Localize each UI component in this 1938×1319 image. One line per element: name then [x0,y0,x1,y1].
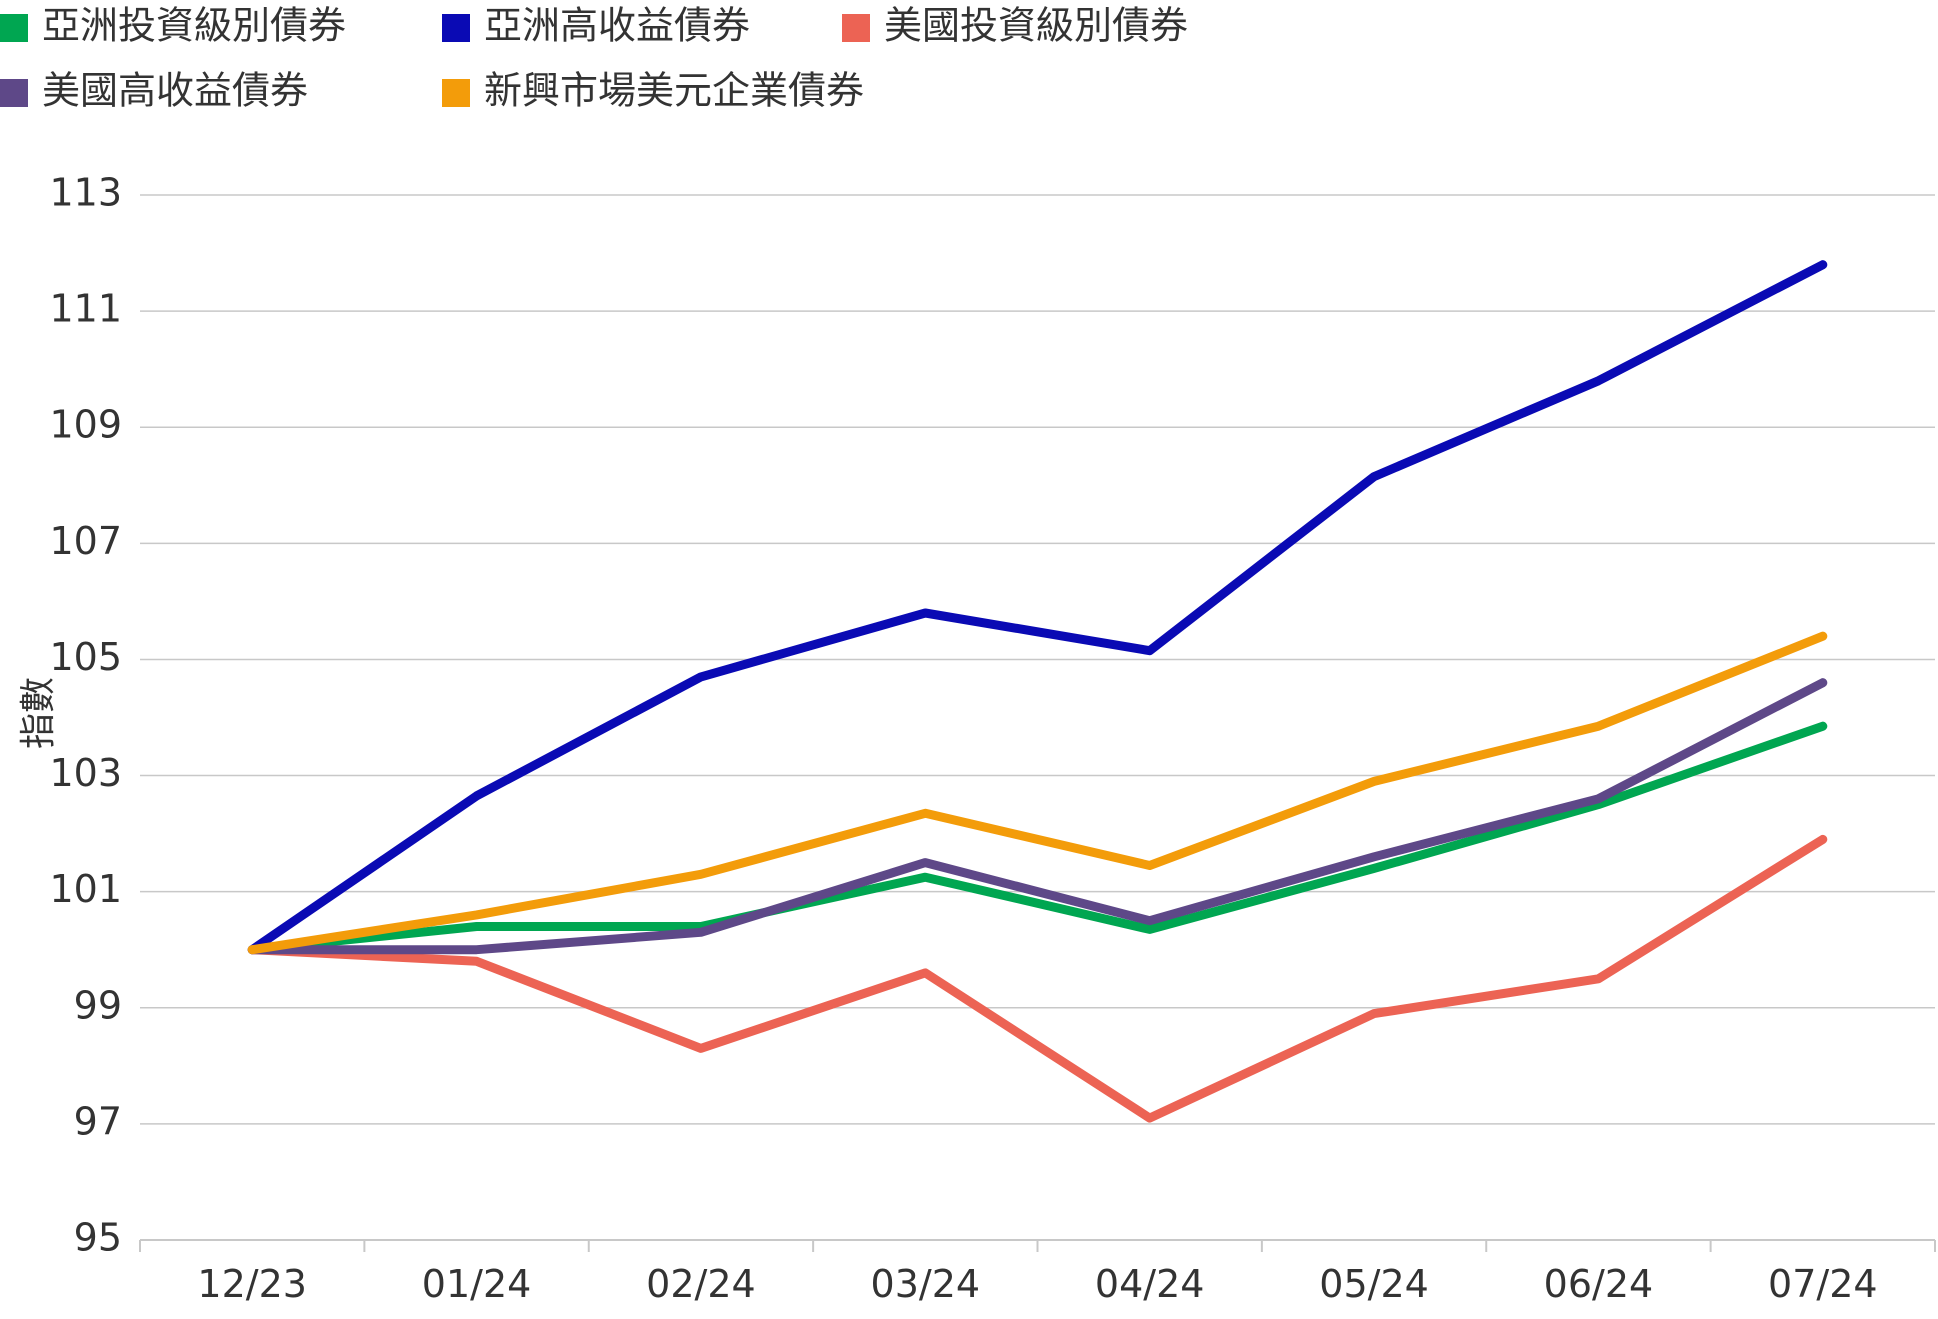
series-line-3 [247,834,1828,1123]
legend-item: 美國高收益債券 [0,69,308,113]
x-tick-label: 02/24 [646,1262,756,1306]
series-line-2 [247,260,1828,955]
x-tick-label: 05/24 [1319,1262,1429,1306]
x-tick-label: 07/24 [1768,1262,1878,1306]
series-line-1 [247,721,1828,955]
y-tick-label: 95 [74,1216,122,1260]
x-tick-label: 03/24 [871,1262,981,1306]
legend-swatch [0,14,28,42]
x-axis [139,1239,1936,1252]
legend-label: 美國高收益債券 [42,69,308,113]
y-tick-label: 109 [49,403,122,447]
y-tick-label: 113 [49,171,122,215]
legend-item: 亞洲高收益債券 [442,4,750,48]
x-axis-tick-labels: 12/23 01/24 02/24 03/24 04/24 05/24 06/24 07/24 [197,1262,1877,1306]
legend-label: 亞洲投資級別債券 [42,4,346,48]
y-tick-label: 103 [49,751,122,795]
legend-item: 美國投資級別債券 [842,4,1188,48]
x-tick-label: 01/24 [422,1262,532,1306]
legend-swatch [442,14,470,42]
y-tick-label: 101 [49,867,122,911]
series-lines [247,260,1828,1123]
y-tick-label: 99 [74,983,122,1027]
legend-swatch [842,14,870,42]
legend-label: 亞洲高收益債券 [484,4,750,48]
y-axis-tick-labels: 95 97 99 101 103 105 107 109 111 113 [49,171,122,1260]
y-tick-label: 97 [74,1099,122,1143]
series-line-5 [247,631,1828,955]
legend-label: 新興市場美元企業債券 [484,69,864,113]
legend-label: 美國投資級別債券 [884,4,1188,48]
series-line-4 [247,678,1828,955]
legend-item: 亞洲投資級別債券 [0,4,346,48]
x-tick-label: 06/24 [1544,1262,1654,1306]
y-tick-label: 111 [49,287,122,331]
y-tick-label: 107 [49,519,122,563]
gridlines [140,194,1935,1125]
legend-item: 新興市場美元企業債券 [442,69,864,113]
legend-swatch [0,79,28,107]
y-tick-label: 105 [49,635,122,679]
y-axis-title: 指數 [18,677,59,749]
x-tick-label: 04/24 [1095,1262,1205,1306]
legend-swatch [442,79,470,107]
x-tick-label: 12/23 [197,1262,307,1306]
